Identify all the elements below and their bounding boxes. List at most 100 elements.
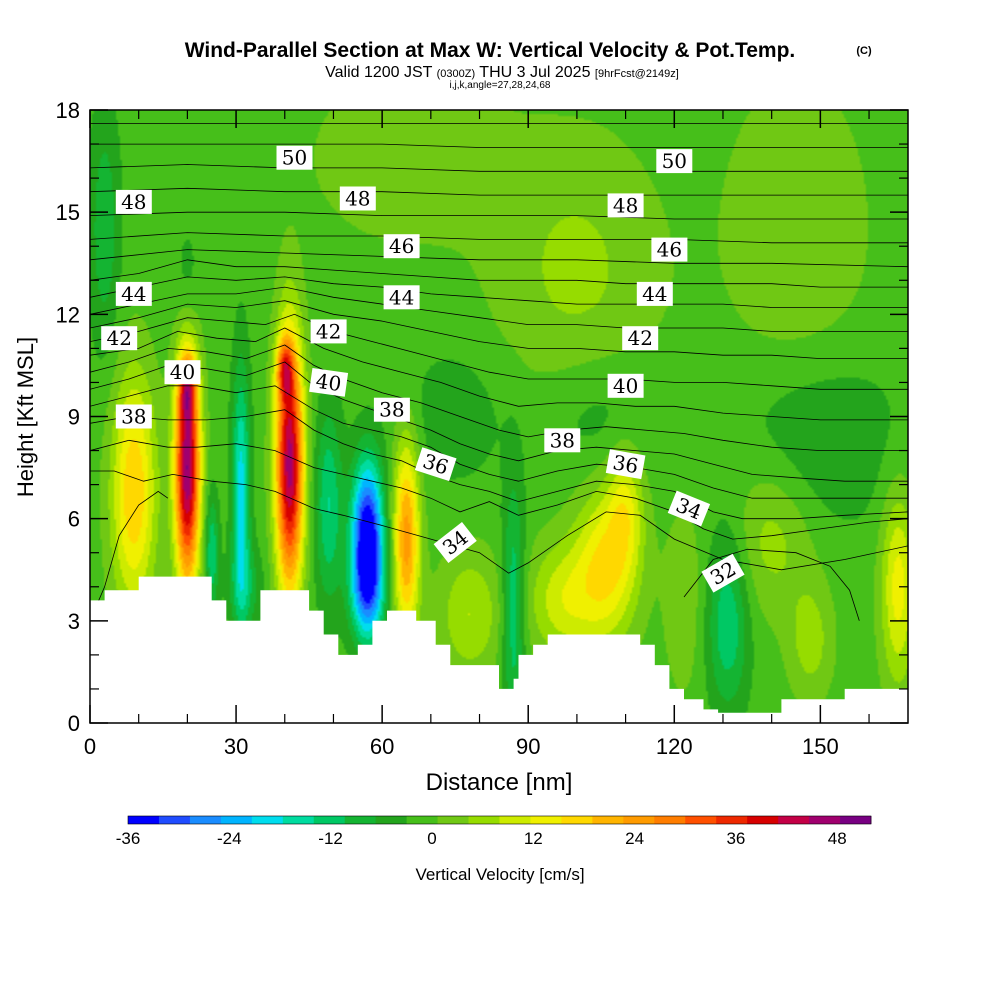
- contour-label: 40: [164, 360, 201, 385]
- contour-label: 48: [339, 186, 376, 211]
- contour-label-box: [605, 449, 646, 480]
- contour-label: 38: [544, 428, 581, 453]
- contour-label-text: 40: [314, 369, 343, 396]
- valid-time-line: Valid 1200 JST (0300Z) THU 3 Jul 2025 [9…: [325, 64, 679, 81]
- colorbar-tick-label: 0: [427, 829, 436, 848]
- colorbar-label: Vertical Velocity [cm/s]: [415, 865, 584, 884]
- contour-label: 40: [607, 373, 644, 398]
- valid-prefix: Valid 1200 JST: [325, 64, 433, 81]
- contour-label-box: [115, 404, 152, 429]
- y-tick-label: 12: [56, 302, 80, 327]
- colorbar-tick-label: -12: [318, 829, 343, 848]
- contour-label-text: 38: [121, 405, 146, 429]
- theta-contours: [90, 123, 908, 621]
- x-tick-label: 120: [656, 734, 693, 759]
- contour-label: 42: [622, 326, 659, 351]
- colorbar-tick-label: 48: [828, 829, 847, 848]
- x-tick-label: 30: [224, 734, 248, 759]
- theta-contour-32: [90, 490, 169, 621]
- contour-label-box: [373, 397, 410, 422]
- contour-label-text: 48: [121, 190, 146, 214]
- theta-contour-43: [90, 276, 908, 308]
- contour-label-text: 50: [662, 149, 687, 173]
- colorbar-swatch: [716, 816, 748, 824]
- y-tick-label: 9: [68, 405, 80, 430]
- chart-title: Wind-Parallel Section at Max W: Vertical…: [185, 39, 796, 62]
- colorbar-swatch: [561, 816, 593, 824]
- contour-label-box: [310, 319, 347, 344]
- contour-label-text: 40: [613, 374, 638, 398]
- colorbar-swatch: [437, 816, 469, 824]
- colorbar-tick-label: 12: [524, 829, 543, 848]
- contour-label: 50: [276, 145, 313, 170]
- theta-contour-44: [90, 259, 908, 288]
- contour-label: 46: [651, 237, 688, 262]
- colorbar-swatch: [189, 816, 222, 824]
- theta-contour-45: [90, 249, 908, 268]
- contour-label-box: [544, 428, 581, 453]
- theta-contour-40: [90, 313, 908, 390]
- x-tick-label: 0: [84, 734, 96, 759]
- contour-label-box: [656, 149, 693, 174]
- contour-label-box: [636, 281, 673, 306]
- grid-info: i,j,k,angle=27,28,24,68: [450, 80, 551, 91]
- colorbar-swatch: [623, 816, 655, 824]
- contour-label: 50: [656, 149, 693, 174]
- contour-label-box: [607, 373, 644, 398]
- colorbar-swatch: [220, 816, 253, 824]
- x-axis-label: Distance [nm]: [426, 769, 573, 796]
- theta-contour-47: [90, 211, 908, 220]
- contour-label-box: [115, 281, 152, 306]
- contour-label-text: 46: [389, 234, 414, 258]
- colorbar-swatch: [251, 816, 284, 824]
- x-tick-label: 60: [370, 734, 394, 759]
- theta-contour-35: [90, 409, 908, 520]
- contour-label-text: 38: [379, 398, 404, 422]
- contour-label-text: 40: [170, 360, 195, 384]
- theta-contour-38: [90, 344, 908, 452]
- theta-contour-32: [683, 548, 860, 621]
- colorbar-swatch: [313, 816, 346, 824]
- colorbar-tick-label: -24: [217, 829, 242, 848]
- contour-labels: 50 50 48 48 48 46 46 44 44 44 42 42 42 40 40 40 38 38 38 36…: [101, 145, 745, 593]
- contour-label-text: 44: [389, 285, 414, 309]
- contour-label: 44: [115, 281, 152, 306]
- plot-area: 50 50 48 48 48 46 46 44 44 44 42 42 42 40 40 40 38 38 38 36…: [90, 110, 908, 723]
- colorbar-swatch: [747, 816, 779, 824]
- contour-label-text: 48: [613, 193, 638, 217]
- contour-label: 36: [605, 449, 646, 480]
- contour-label-box: [101, 326, 138, 351]
- theta-contour-36: [90, 385, 908, 499]
- valid-zulu: (0300Z): [437, 68, 476, 80]
- colorbar-swatch: [592, 816, 624, 824]
- colorbar-swatch: [468, 816, 500, 824]
- colorbar: -36 -24 -12 0 12 24 36 48: [116, 815, 872, 848]
- colorbar-swatch: [840, 816, 872, 824]
- theta-contour-42: [90, 286, 908, 332]
- contour-label-box: [383, 234, 420, 259]
- theta-contour-34: [90, 439, 908, 540]
- contour-label: 48: [607, 193, 644, 218]
- contour-label-text: 36: [611, 450, 640, 478]
- contour-label: 44: [383, 285, 420, 310]
- contour-label-text: 50: [282, 146, 307, 170]
- contour-label-box: [414, 447, 457, 482]
- contour-label-text: 46: [657, 238, 682, 262]
- x-tick-label: 90: [516, 734, 540, 759]
- theta-contour-48: [90, 187, 908, 196]
- contour-label-box: [701, 553, 745, 593]
- colorbar-swatch: [158, 816, 191, 824]
- title-copyright-mark: (C): [856, 45, 872, 57]
- colorbar-swatch: [375, 816, 408, 824]
- theta-contour-50: [90, 143, 908, 148]
- colorbar-frame: [127, 815, 872, 825]
- y-tick-label: 15: [56, 200, 80, 225]
- colorbar-swatch: [809, 816, 841, 824]
- forecast-info: [9hrFcst@2149z]: [595, 68, 679, 80]
- contour-label: 40: [309, 368, 349, 397]
- colorbar-swatch: [654, 816, 686, 824]
- contour-label-box: [115, 189, 152, 214]
- colorbar-swatch: [282, 816, 315, 824]
- colorbar-swatch: [778, 816, 810, 824]
